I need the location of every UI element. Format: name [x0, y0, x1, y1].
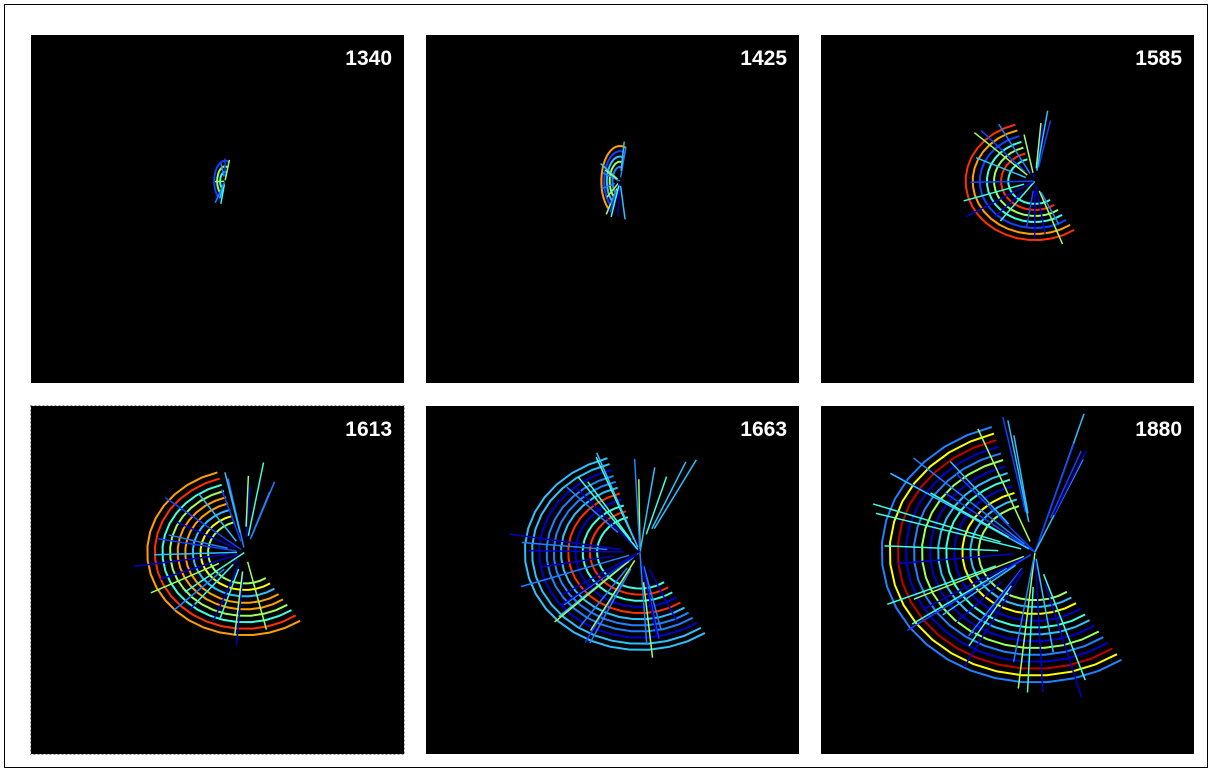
map-background	[31, 35, 404, 383]
map-panel: 1585	[821, 35, 1194, 383]
year-label: 1613	[345, 418, 392, 441]
year-label: 1585	[1135, 47, 1182, 70]
figure: 1340 1425 1585 1613 1663 1880	[0, 0, 1212, 772]
year-label: 1880	[1135, 418, 1182, 441]
map-panel: 1613	[31, 406, 405, 755]
page: 134014251585161316631880 (() => { const …	[0, 0, 1212, 772]
map-panel: 1663	[426, 406, 799, 754]
map-panel: 1880	[821, 406, 1194, 754]
map-background	[821, 406, 1194, 754]
street	[971, 181, 1034, 182]
map-panel: 1340	[31, 35, 404, 383]
year-label: 1425	[740, 47, 787, 70]
year-label: 1340	[345, 47, 392, 70]
map-panel: 1425	[426, 35, 799, 383]
map-background	[821, 35, 1194, 383]
year-label: 1663	[740, 418, 787, 441]
